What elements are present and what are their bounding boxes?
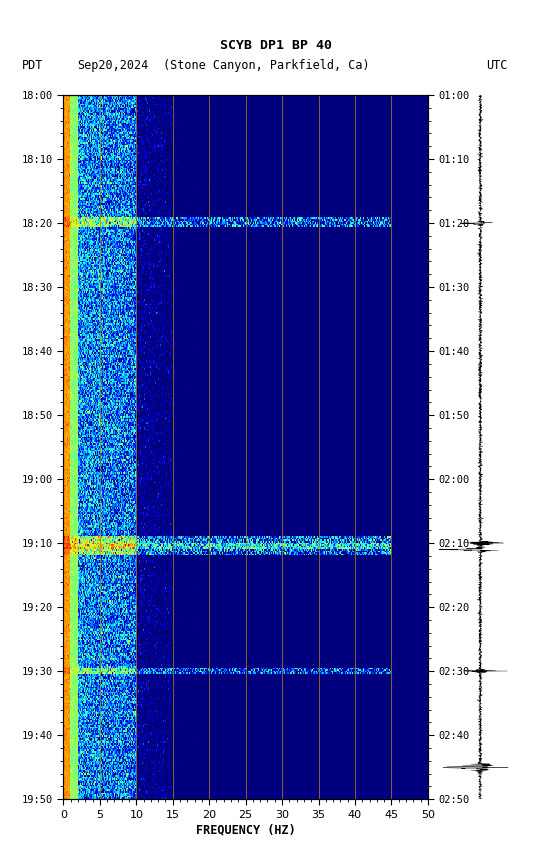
Text: UTC: UTC xyxy=(486,59,508,72)
Text: (Stone Canyon, Parkfield, Ca): (Stone Canyon, Parkfield, Ca) xyxy=(163,59,369,72)
X-axis label: FREQUENCY (HZ): FREQUENCY (HZ) xyxy=(196,823,295,836)
Text: Sep20,2024: Sep20,2024 xyxy=(77,59,148,72)
Text: PDT: PDT xyxy=(22,59,44,72)
Text: SCYB DP1 BP 40: SCYB DP1 BP 40 xyxy=(220,39,332,52)
